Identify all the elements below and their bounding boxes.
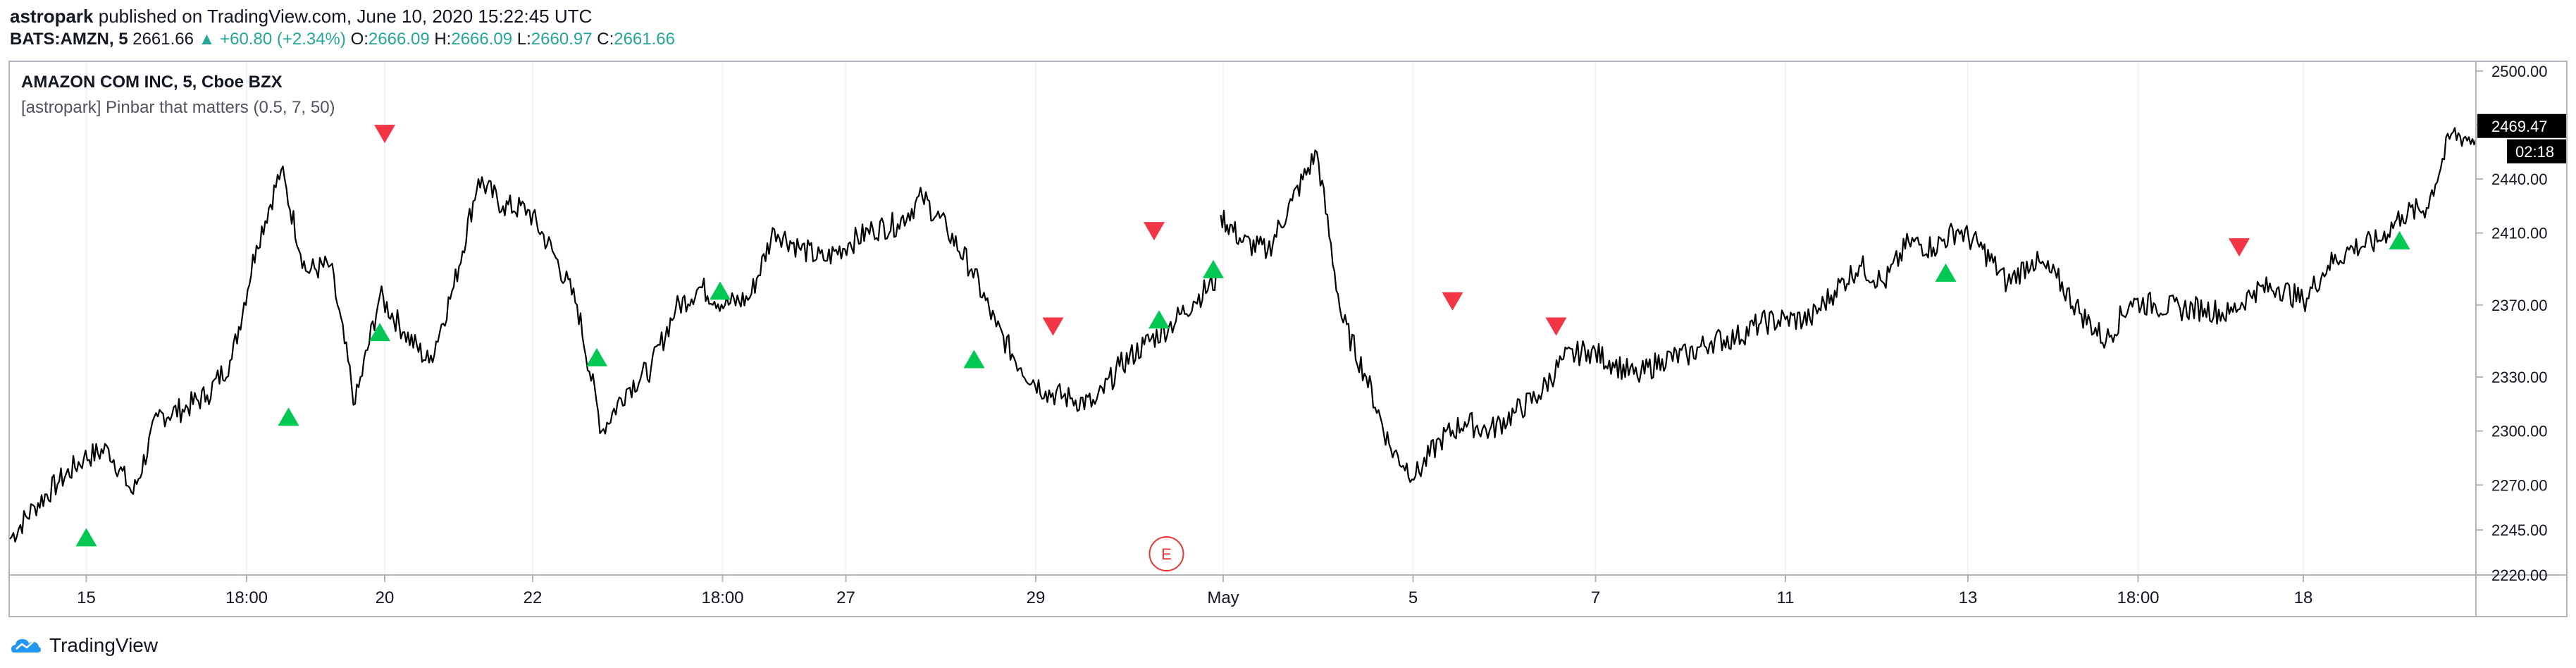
bullish-pinbar-marker[interactable] xyxy=(1148,310,1170,329)
bullish-pinbar-marker[interactable] xyxy=(710,281,731,300)
bearish-pinbar-marker[interactable] xyxy=(1042,317,1064,336)
price-series-line xyxy=(1220,127,2477,483)
bullish-pinbar-marker[interactable] xyxy=(2389,230,2410,249)
y-tick-label: 2245.00 xyxy=(2491,521,2548,539)
x-tick-label: 29 xyxy=(1027,588,1046,607)
bearish-pinbar-marker[interactable] xyxy=(1442,292,1463,311)
close-value: 2661.66 xyxy=(614,30,675,49)
y-tick-label: 2300.00 xyxy=(2491,423,2548,440)
x-tick-label: 18:00 xyxy=(2117,588,2159,607)
x-tick-label: 11 xyxy=(1777,588,1795,607)
x-tick-label: 7 xyxy=(1591,588,1600,607)
bullish-pinbar-marker[interactable] xyxy=(369,323,390,342)
x-tick-label: 27 xyxy=(836,588,855,607)
price-change: +60.80 (+2.34%) xyxy=(220,30,346,49)
y-tick-label: 2440.00 xyxy=(2491,171,2548,188)
bullish-pinbar-marker[interactable] xyxy=(75,528,97,547)
y-tick-label: 2370.00 xyxy=(2491,297,2548,314)
legend-title: AMAZON COM INC, 5, Cboe BZX xyxy=(21,73,283,92)
open-value: 2666.09 xyxy=(368,30,430,49)
symbol-label: BATS:AMZN, 5 xyxy=(10,30,128,49)
earnings-marker[interactable] xyxy=(1148,536,1184,571)
bearish-pinbar-marker[interactable] xyxy=(1545,317,1567,336)
x-tick-label: 13 xyxy=(1959,588,1978,607)
bullish-pinbar-marker[interactable] xyxy=(963,350,985,369)
last-price-badge-label: 2469.47 xyxy=(2491,118,2548,135)
bullish-pinbar-marker[interactable] xyxy=(1935,263,1957,282)
low-value: 2660.97 xyxy=(531,30,593,49)
bearish-pinbar-marker[interactable] xyxy=(1144,222,1165,241)
last-price-badge xyxy=(2477,113,2566,138)
y-tick-label: 2500.00 xyxy=(2491,63,2548,80)
chart-frame xyxy=(8,61,2568,617)
y-tick-label: 2330.00 xyxy=(2491,369,2548,386)
x-tick-label: 5 xyxy=(1408,588,1418,607)
x-tick-label: 18 xyxy=(2294,588,2313,607)
bar-countdown-badge xyxy=(2507,139,2566,163)
y-tick-label: 2410.00 xyxy=(2491,225,2548,242)
x-tick-label: 20 xyxy=(376,588,395,607)
close-label: C: xyxy=(597,30,614,49)
indicator-label[interactable]: [astropark] Pinbar that matters (0.5, 7,… xyxy=(21,98,335,117)
publish-line: astropark published on TradingView.com, … xyxy=(10,6,592,27)
bullish-pinbar-marker[interactable] xyxy=(278,407,299,426)
footer-brand[interactable]: TradingView xyxy=(49,634,159,656)
high-value: 2666.09 xyxy=(451,30,513,49)
x-tick-label: May xyxy=(1207,588,1239,607)
bullish-pinbar-marker[interactable] xyxy=(586,347,607,366)
author-name[interactable]: astropark xyxy=(10,6,94,27)
open-label: O: xyxy=(350,30,369,49)
x-tick-label: 15 xyxy=(77,588,96,607)
last-price: 2661.66 xyxy=(132,30,194,49)
published-text: published on TradingView.com, June 10, 2… xyxy=(98,6,593,27)
y-tick-label: 2270.00 xyxy=(2491,476,2548,494)
bearish-pinbar-marker[interactable] xyxy=(374,125,395,144)
x-tick-label: 18:00 xyxy=(225,588,268,607)
tradingview-logo-icon xyxy=(11,639,41,652)
ohlc-line: BATS:AMZN, 5 2661.66 ▲ +60.80 (+2.34%) O… xyxy=(10,30,675,49)
x-tick-label: 18:00 xyxy=(701,588,743,607)
footer: TradingView xyxy=(10,634,158,657)
y-tick-label: 2220.00 xyxy=(2491,567,2548,584)
bar-countdown-label: 02:18 xyxy=(2515,143,2554,161)
x-tick-label: 22 xyxy=(524,588,543,607)
high-label: H: xyxy=(434,30,452,49)
bullish-pinbar-marker[interactable] xyxy=(1203,259,1224,278)
bearish-pinbar-marker[interactable] xyxy=(2229,238,2250,257)
price-series-line xyxy=(9,166,1220,543)
up-arrow-icon: ▲ xyxy=(198,30,216,49)
earnings-marker-label: E xyxy=(1161,545,1172,563)
low-label: L: xyxy=(516,30,531,49)
